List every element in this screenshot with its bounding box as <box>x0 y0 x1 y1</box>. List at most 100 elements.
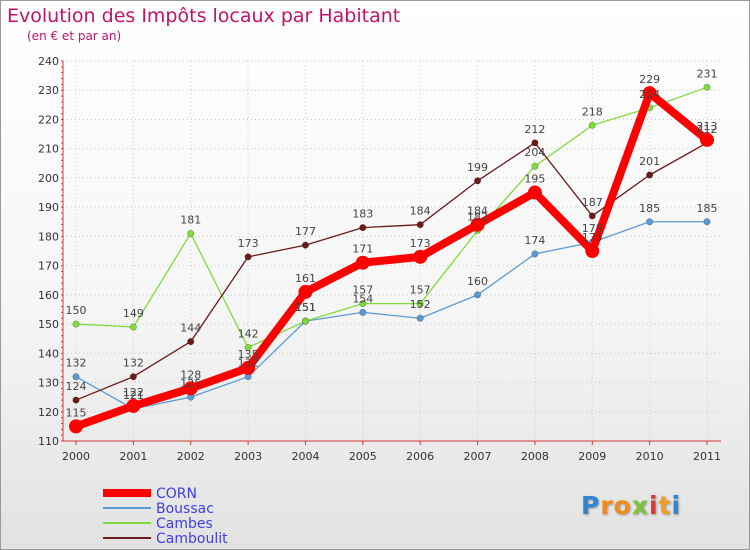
data-point-corn <box>298 284 313 299</box>
y-tick-label: 120 <box>38 406 59 419</box>
data-label-boussac: 132 <box>238 357 259 370</box>
y-tick-label: 180 <box>38 230 59 243</box>
data-point-camboulit <box>129 373 137 381</box>
data-label-camboulit: 201 <box>639 155 660 168</box>
data-label-cambes: 218 <box>582 105 603 118</box>
y-tick-label: 200 <box>38 172 59 185</box>
data-label-cambes: 224 <box>639 88 660 101</box>
y-tick-label: 210 <box>38 143 59 156</box>
logo-letter: o <box>613 491 632 520</box>
data-label-corn: 135 <box>238 348 259 361</box>
data-point-cambes <box>416 300 424 308</box>
series-line-cambes <box>75 86 708 349</box>
axes: 110 120 130 140 150 160 170 180 190 200 210 220 230 2… <box>38 55 721 463</box>
logo-letter: r <box>600 491 614 520</box>
data-label-corn: 173 <box>410 237 431 250</box>
data-point-camboulit <box>588 212 596 220</box>
x-tick-label: 2011 <box>693 450 721 463</box>
data-point-corn <box>413 249 428 264</box>
y-tick-label: 230 <box>38 84 59 97</box>
legend-label-camboulit: Camboulit <box>156 531 228 547</box>
data-point-boussac <box>703 218 711 226</box>
data-label-boussac: 185 <box>697 202 718 215</box>
series-line-corn <box>72 89 711 431</box>
data-label-cambes: 204 <box>524 146 545 159</box>
data-label-camboulit: 173 <box>238 237 259 250</box>
data-point-boussac <box>474 291 482 299</box>
chart-title: Evolution des Impôts locaux par Habitant <box>7 5 401 27</box>
data-point-corn <box>126 398 141 413</box>
data-label-boussac: 185 <box>639 202 660 215</box>
y-tick-label: 160 <box>38 289 59 302</box>
data-point-boussac <box>359 308 367 316</box>
data-point-camboulit <box>474 177 482 185</box>
data-label-cambes: 151 <box>295 301 316 314</box>
x-tick-label: 2005 <box>349 450 377 463</box>
y-tick-label: 110 <box>38 435 59 448</box>
data-label-corn: 128 <box>180 368 201 381</box>
data-point-cambes <box>359 300 367 308</box>
data-point-corn <box>642 86 657 101</box>
chart-subtitle: (en € et par an) <box>27 29 122 43</box>
data-label-boussac: 121 <box>123 389 144 402</box>
data-label-camboulit: 132 <box>123 357 144 370</box>
data-label-cambes: 142 <box>238 327 259 340</box>
x-tick-label: 2002 <box>177 450 205 463</box>
data-label-cambes: 150 <box>66 304 87 317</box>
data-label-corn: 195 <box>524 173 545 186</box>
data-point-cambes <box>72 320 80 328</box>
logo-letter: i <box>649 491 659 520</box>
data-label-boussac: 174 <box>524 234 545 247</box>
data-label-camboulit: 212 <box>697 123 718 136</box>
data-point-corn <box>470 217 485 232</box>
data-label-camboulit: 183 <box>352 208 373 221</box>
data-label-corn: 229 <box>639 73 660 86</box>
data-label-corn: 184 <box>467 205 488 218</box>
data-label-boussac: 132 <box>66 357 87 370</box>
data-label-camboulit: 212 <box>524 123 545 136</box>
data-label-camboulit: 199 <box>467 161 488 174</box>
data-point-corn <box>241 360 256 375</box>
data-point-camboulit <box>187 338 195 346</box>
x-tick-label: 2008 <box>521 450 549 463</box>
data-point-cambes <box>244 343 252 351</box>
data-point-camboulit <box>301 241 309 249</box>
x-tick-label: 2003 <box>234 450 262 463</box>
legend-label-cambes: Cambes <box>156 516 213 532</box>
data-labels: 115 122 128 135 161 171 173 184 195 175 229 213 132 1… <box>66 67 718 419</box>
data-point-corn <box>69 419 83 434</box>
data-point-corn <box>527 185 542 200</box>
data-label-corn: 122 <box>123 386 144 399</box>
data-point-boussac <box>531 250 539 258</box>
x-tick-label: 2009 <box>578 450 606 463</box>
logo-letter: P <box>581 491 601 520</box>
data-point-cambes <box>187 229 195 237</box>
y-tick-label: 140 <box>38 347 59 360</box>
data-label-camboulit: 177 <box>295 225 316 238</box>
y-tick-label: 220 <box>38 113 59 126</box>
data-label-camboulit: 187 <box>582 196 603 209</box>
data-label-camboulit: 124 <box>66 380 87 393</box>
x-tick-label: 2001 <box>119 450 147 463</box>
logo-letter: i <box>671 491 682 520</box>
data-point-corn <box>355 255 370 270</box>
logo-letter: t <box>658 491 672 520</box>
grid <box>63 60 721 442</box>
data-point-cambes <box>588 121 596 129</box>
data-point-cambes <box>703 83 711 91</box>
data-point-camboulit <box>646 171 654 179</box>
legend-label-corn: CORN <box>156 486 197 502</box>
data-point-cambes <box>531 162 539 170</box>
data-point-cambes <box>129 323 137 331</box>
y-tick-label: 130 <box>38 377 59 390</box>
y-tick-label: 240 <box>38 55 59 68</box>
data-label-camboulit: 184 <box>410 205 431 218</box>
series-line-camboulit <box>75 142 708 401</box>
series <box>69 83 714 434</box>
data-point-corn <box>183 381 198 396</box>
data-label-boussac: 178 <box>582 222 603 235</box>
data-point-corn <box>585 244 600 258</box>
data-point-boussac <box>72 373 80 381</box>
